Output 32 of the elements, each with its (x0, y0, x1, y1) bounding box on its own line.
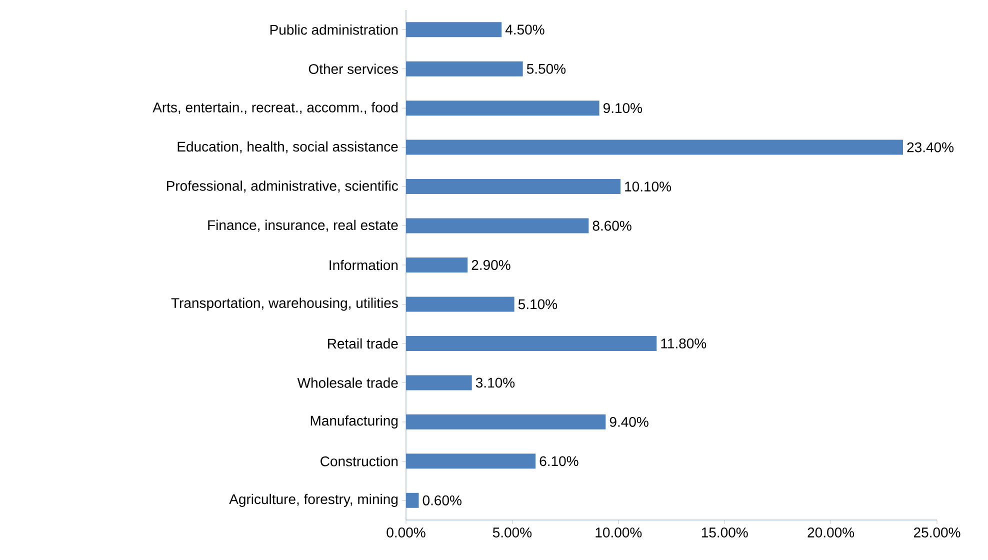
y-tick-label: Education, health, social assistance (178, 141, 398, 154)
y-tick-label: Agriculture, forestry, mining (229, 494, 398, 507)
data-label: 10.10% (625, 182, 672, 192)
y-tick-label: Wholesale trade (297, 378, 398, 388)
data-label: 6.10% (540, 456, 578, 466)
data-label: 5.10% (518, 299, 558, 310)
x-tick-label: 20.00% (808, 528, 854, 538)
data-label: 3.10% (476, 378, 515, 388)
data-label: 2.90% (472, 260, 510, 270)
y-tick-label: Other services (308, 64, 398, 74)
y-tick-label: Manufacturing (310, 415, 398, 428)
y-tick-label: Arts, entertain., recreat., accomm., food (152, 102, 398, 114)
y-tick-label: Public administration (270, 24, 398, 35)
y-tick-label: Construction (320, 456, 398, 466)
data-label: 0.60% (422, 495, 462, 506)
data-label: 9.10% (603, 103, 642, 114)
x-tick-label: 25.00% (914, 528, 960, 538)
x-tick-label: 0.00% (386, 528, 426, 538)
data-label: 9.40% (610, 416, 648, 427)
y-tick-label: Finance, insurance, real estate (208, 220, 398, 232)
data-label: 4.50% (505, 24, 544, 35)
data-label: 8.60% (592, 220, 632, 231)
data-label: 11.80% (661, 338, 706, 348)
y-tick-label: Information (330, 260, 398, 270)
x-tick-label: 10.00% (596, 528, 642, 538)
y-tick-label: Professional, administrative, scientific (166, 180, 398, 193)
data-label: 5.50% (526, 64, 566, 74)
x-tick-label: 15.00% (702, 528, 748, 538)
x-tick-label: 5.00% (492, 528, 532, 538)
data-label: 23.40% (907, 142, 954, 152)
y-tick-label: Transportation, warehousing, utilities (171, 298, 398, 311)
y-tick-label: Retail trade (328, 338, 398, 349)
